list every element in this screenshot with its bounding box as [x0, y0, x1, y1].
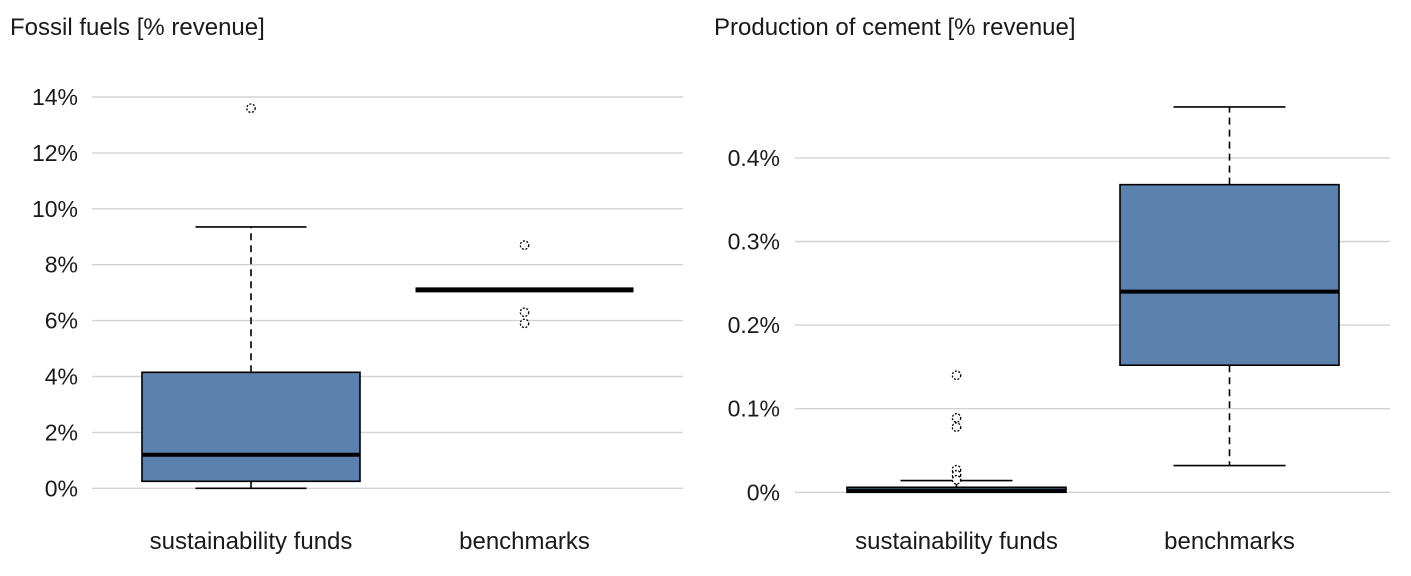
- y-tick-label: 4%: [45, 364, 78, 390]
- x-category-label: sustainability funds: [150, 528, 353, 555]
- y-tick-label: 0%: [747, 479, 780, 505]
- outlier-point: [246, 103, 256, 114]
- y-tick-label: 8%: [45, 252, 78, 278]
- outlier-point: [951, 474, 962, 485]
- y-tick-label: 0.4%: [728, 145, 780, 171]
- y-tick-label: 0.2%: [728, 312, 780, 338]
- outlier-point: [519, 318, 530, 329]
- iqr-box: [141, 371, 361, 483]
- right-chart-title: Production of cement [% revenue]: [714, 14, 1076, 41]
- y-tick-label: 10%: [32, 196, 78, 222]
- y-tick-label: 12%: [32, 140, 78, 166]
- y-tick-label: 6%: [45, 308, 78, 334]
- outlier-point: [519, 307, 530, 318]
- left-chart-title: Fossil fuels [% revenue]: [10, 14, 265, 41]
- y-tick-label: 0.1%: [728, 396, 780, 422]
- outlier-point: [951, 370, 962, 381]
- outlier-point: [951, 422, 962, 432]
- outlier-point: [519, 240, 530, 250]
- x-category-label: sustainability funds: [855, 528, 1058, 555]
- y-tick-label: 0%: [45, 475, 78, 501]
- outlier-point: [951, 413, 962, 423]
- x-category-label: benchmarks: [1164, 528, 1295, 555]
- y-tick-label: 14%: [32, 84, 78, 110]
- x-category-label: benchmarks: [459, 528, 590, 555]
- y-tick-label: 0.3%: [728, 229, 780, 255]
- y-tick-label: 2%: [45, 419, 78, 445]
- iqr-box: [1119, 183, 1340, 367]
